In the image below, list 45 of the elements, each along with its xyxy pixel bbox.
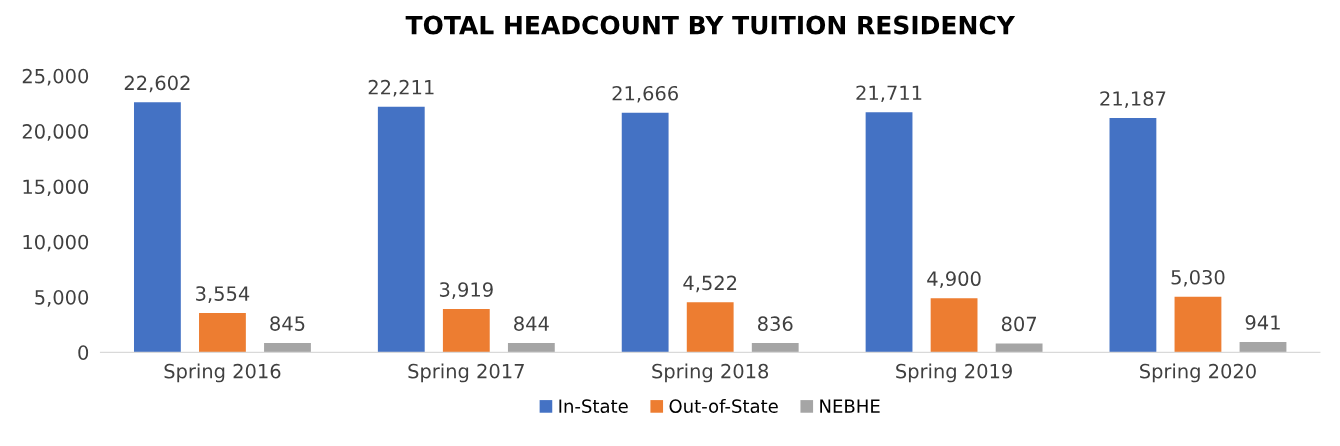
data-label: 22,211: [368, 79, 434, 97]
bar: [995, 343, 1043, 353]
bar: [507, 343, 555, 353]
bar: [751, 343, 799, 353]
x-tick-label: Spring 2019: [896, 363, 1012, 383]
data-label: 21,187: [1100, 91, 1166, 108]
x-tick-label: Spring 2016: [164, 363, 281, 383]
bar: [865, 112, 913, 353]
data-label: 4,900: [927, 271, 981, 289]
bar: [621, 112, 669, 353]
data-label: 5,030: [1171, 269, 1225, 287]
bar: [1109, 117, 1157, 353]
bar: [1239, 341, 1287, 353]
bar: [199, 313, 246, 353]
data-label: 4,522: [683, 275, 737, 293]
data-label: 941: [1245, 315, 1280, 330]
y-tick-label: 25,000: [22, 68, 89, 86]
y-tick-label: 10,000: [23, 234, 89, 252]
x-tick-label: Spring 2017: [408, 363, 524, 383]
legend-label: NEBHE: [820, 399, 880, 413]
data-label: 836: [758, 316, 793, 331]
data-label: 844: [514, 316, 549, 331]
bar: [442, 308, 490, 353]
x-tick-label: Spring 2018: [652, 363, 769, 383]
bar: [930, 298, 978, 353]
bar: [133, 102, 181, 353]
data-label: 21,666: [612, 85, 678, 103]
data-label: 22,602: [124, 75, 190, 93]
bar: [377, 106, 425, 353]
legend-label: In-State: [559, 399, 628, 413]
bar: [1174, 296, 1222, 353]
y-tick-label: 5,000: [35, 289, 89, 307]
legend-label: Out-of-State: [669, 399, 778, 413]
data-label: 807: [1001, 316, 1037, 332]
data-label: 3,919: [439, 282, 493, 299]
y-tick-label: 20,000: [22, 124, 89, 141]
data-label: 21,711: [856, 85, 922, 103]
bar: [686, 302, 734, 353]
y-tick-label: 15,000: [23, 179, 89, 197]
data-label: 3,554: [196, 286, 250, 303]
y-tick-label: 0: [78, 345, 89, 360]
x-tick-label: Spring 2020: [1140, 363, 1256, 383]
data-label: 845: [270, 316, 305, 331]
chart-title: TOTAL HEADCOUNT BY TUITION RESIDENCY: [405, 15, 1016, 35]
bar: [264, 342, 311, 353]
